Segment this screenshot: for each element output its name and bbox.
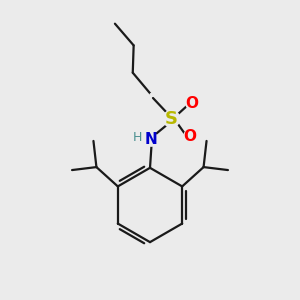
Text: O: O bbox=[184, 129, 196, 144]
Text: N: N bbox=[145, 132, 158, 147]
Circle shape bbox=[184, 130, 197, 143]
Text: O: O bbox=[186, 95, 199, 110]
Circle shape bbox=[150, 94, 153, 97]
Text: H: H bbox=[133, 131, 142, 144]
Circle shape bbox=[163, 110, 180, 127]
Circle shape bbox=[186, 97, 199, 110]
Circle shape bbox=[145, 133, 158, 146]
Text: S: S bbox=[165, 110, 178, 128]
